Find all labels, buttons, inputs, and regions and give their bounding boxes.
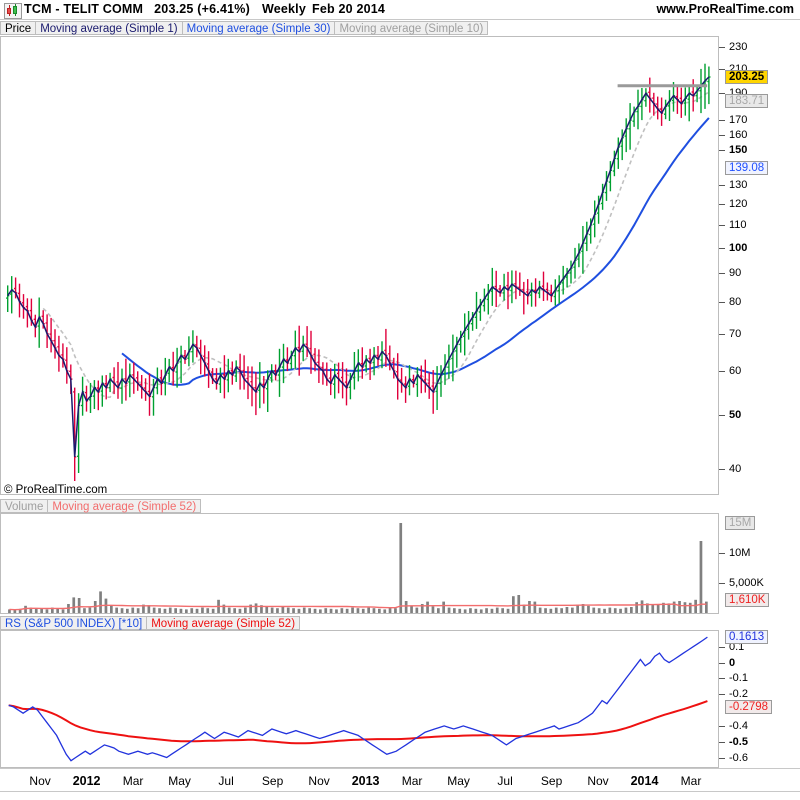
price-axis-label: 60 — [729, 364, 742, 377]
instrument-symbol: TCM - TELIT COMM — [24, 2, 144, 16]
rs-chart-panel[interactable] — [0, 630, 719, 768]
date-axis-label: Jul — [497, 774, 513, 788]
rs-axis-label: 0 — [729, 656, 736, 669]
last-price-label: 203.25 — [725, 70, 769, 85]
date-axis-label: Mar — [122, 774, 144, 788]
axis-tick — [719, 69, 725, 71]
axis-tick — [719, 583, 725, 584]
axis-tick — [719, 414, 725, 416]
rs-last-label: 0.1613 — [725, 630, 769, 645]
axis-tick — [719, 134, 725, 136]
legend-item-ma10[interactable]: Moving average (Simple 10) — [335, 21, 489, 35]
volume-ma-label: 1,610K — [725, 593, 770, 608]
date-axis-label: Nov — [29, 774, 51, 788]
legend-item-ma30[interactable]: Moving average (Simple 30) — [182, 21, 336, 35]
volume-max-label: 15M — [725, 516, 756, 530]
axis-tick — [719, 150, 725, 152]
axis-tick — [719, 468, 725, 470]
price-axis-label: 70 — [729, 327, 742, 340]
date-axis-label: 2013 — [351, 774, 380, 788]
axis-tick — [719, 120, 725, 122]
last-price-change: 203.25 (+6.41%) — [154, 2, 250, 16]
rs-axis-label: -0.4 — [729, 719, 748, 732]
price-axis: 4050607080901001101201301501601701902102… — [719, 36, 800, 495]
volume-panel-legend: Volume Moving average (Simple 52) — [0, 499, 202, 513]
date-axis-label: Nov — [308, 774, 330, 788]
axis-tick — [719, 757, 725, 759]
date-axis-label: Nov — [587, 774, 609, 788]
axis-tick — [719, 333, 725, 335]
price-chart-panel[interactable] — [0, 36, 719, 495]
axis-tick — [719, 203, 725, 205]
date-axis-label: Mar — [680, 774, 702, 788]
axis-tick — [719, 273, 725, 275]
axis-tick — [719, 662, 725, 664]
volume-axis: 10M 5,000K 15M 1,610K — [719, 513, 800, 614]
axis-tick — [719, 184, 725, 186]
price-axis-label: 230 — [729, 41, 748, 54]
date-axis-label: Sep — [261, 774, 284, 788]
timeframe-label: Weekly — [261, 2, 306, 16]
price-panel-legend: Price Moving average (Simple 1) Moving ave… — [0, 21, 489, 35]
date-axis-label: 2012 — [72, 774, 101, 788]
price-axis-label: 170 — [729, 114, 748, 127]
window-titlebar: TCM - TELIT COMM 203.25 (+6.41%) Weekly Feb… — [0, 0, 800, 20]
rs-axis-label: -0.2 — [729, 688, 748, 701]
legend-item-ma1[interactable]: Moving average (Simple 1) — [36, 21, 183, 35]
volume-chart-panel[interactable] — [0, 513, 719, 614]
rs-axis-label: -0.1 — [729, 672, 748, 685]
price-axis-label: 130 — [729, 178, 748, 191]
brand-watermark: www.ProRealTime.com — [656, 2, 794, 16]
axis-tick — [719, 694, 725, 696]
rs-axis-label: -0.5 — [729, 735, 748, 748]
volume-axis-label: 10M — [729, 547, 751, 559]
date-axis-label: May — [168, 774, 191, 788]
date-axis-label: Sep — [540, 774, 563, 788]
price-axis-label: 150 — [729, 144, 748, 157]
date-axis-label: Mar — [401, 774, 423, 788]
axis-tick — [719, 646, 725, 648]
date-axis-label: Jul — [218, 774, 234, 788]
legend-item-volume[interactable]: Volume — [0, 499, 49, 513]
axis-tick — [719, 301, 725, 303]
axis-tick — [719, 224, 725, 226]
axis-tick — [719, 741, 725, 743]
volume-axis-label: 5,000K — [729, 577, 764, 589]
date-axis-label: May — [447, 774, 470, 788]
price-axis-label: 120 — [729, 197, 748, 210]
legend-item-rs-ma52[interactable]: Moving average (Simple 52) — [147, 616, 301, 630]
price-axis-label: 110 — [729, 218, 747, 231]
candlestick-icon — [4, 3, 22, 19]
price-axis-label: 80 — [729, 295, 742, 308]
instrument-title: TCM - TELIT COMM 203.25 (+6.41%) Weekly Feb… — [24, 2, 385, 16]
rs-axis: 0.1 0 -0.1 -0.2 -0.4 -0.5 -0.6 0.1613 -0.2798 — [719, 630, 800, 768]
rs-axis-label: -0.6 — [729, 751, 748, 764]
price-axis-label: 50 — [729, 408, 742, 421]
rs-panel-legend: RS (S&P 500 INDEX) [*10] Moving average (… — [0, 616, 301, 630]
axis-tick — [719, 247, 725, 249]
price-axis-label: 160 — [729, 128, 748, 141]
axis-tick — [719, 553, 725, 554]
axis-tick — [719, 47, 725, 49]
price-axis-label: 100 — [729, 241, 748, 254]
date-axis-label: 2014 — [630, 774, 659, 788]
legend-item-volume-ma52[interactable]: Moving average (Simple 52) — [48, 499, 202, 513]
quote-date: Feb 20 2014 — [312, 2, 386, 16]
axis-tick — [719, 370, 725, 372]
price-axis-label: 90 — [729, 267, 742, 280]
rs-ma-label: -0.2798 — [725, 699, 773, 714]
axis-tick — [719, 725, 725, 727]
axis-tick — [719, 678, 725, 680]
date-axis: Nov 2012 Mar May Jul Sep Nov 2013 Mar May Jul Sep No… — [0, 768, 800, 792]
ma30-value-label: 139.08 — [725, 161, 769, 176]
ma10-value-label: 183.71 — [725, 94, 769, 109]
axis-tick — [719, 93, 725, 95]
legend-item-rs[interactable]: RS (S&P 500 INDEX) [*10] — [0, 616, 148, 630]
copyright-text: © ProRealTime.com — [4, 484, 108, 496]
price-axis-label: 40 — [729, 462, 742, 475]
legend-item-price[interactable]: Price — [0, 21, 37, 35]
